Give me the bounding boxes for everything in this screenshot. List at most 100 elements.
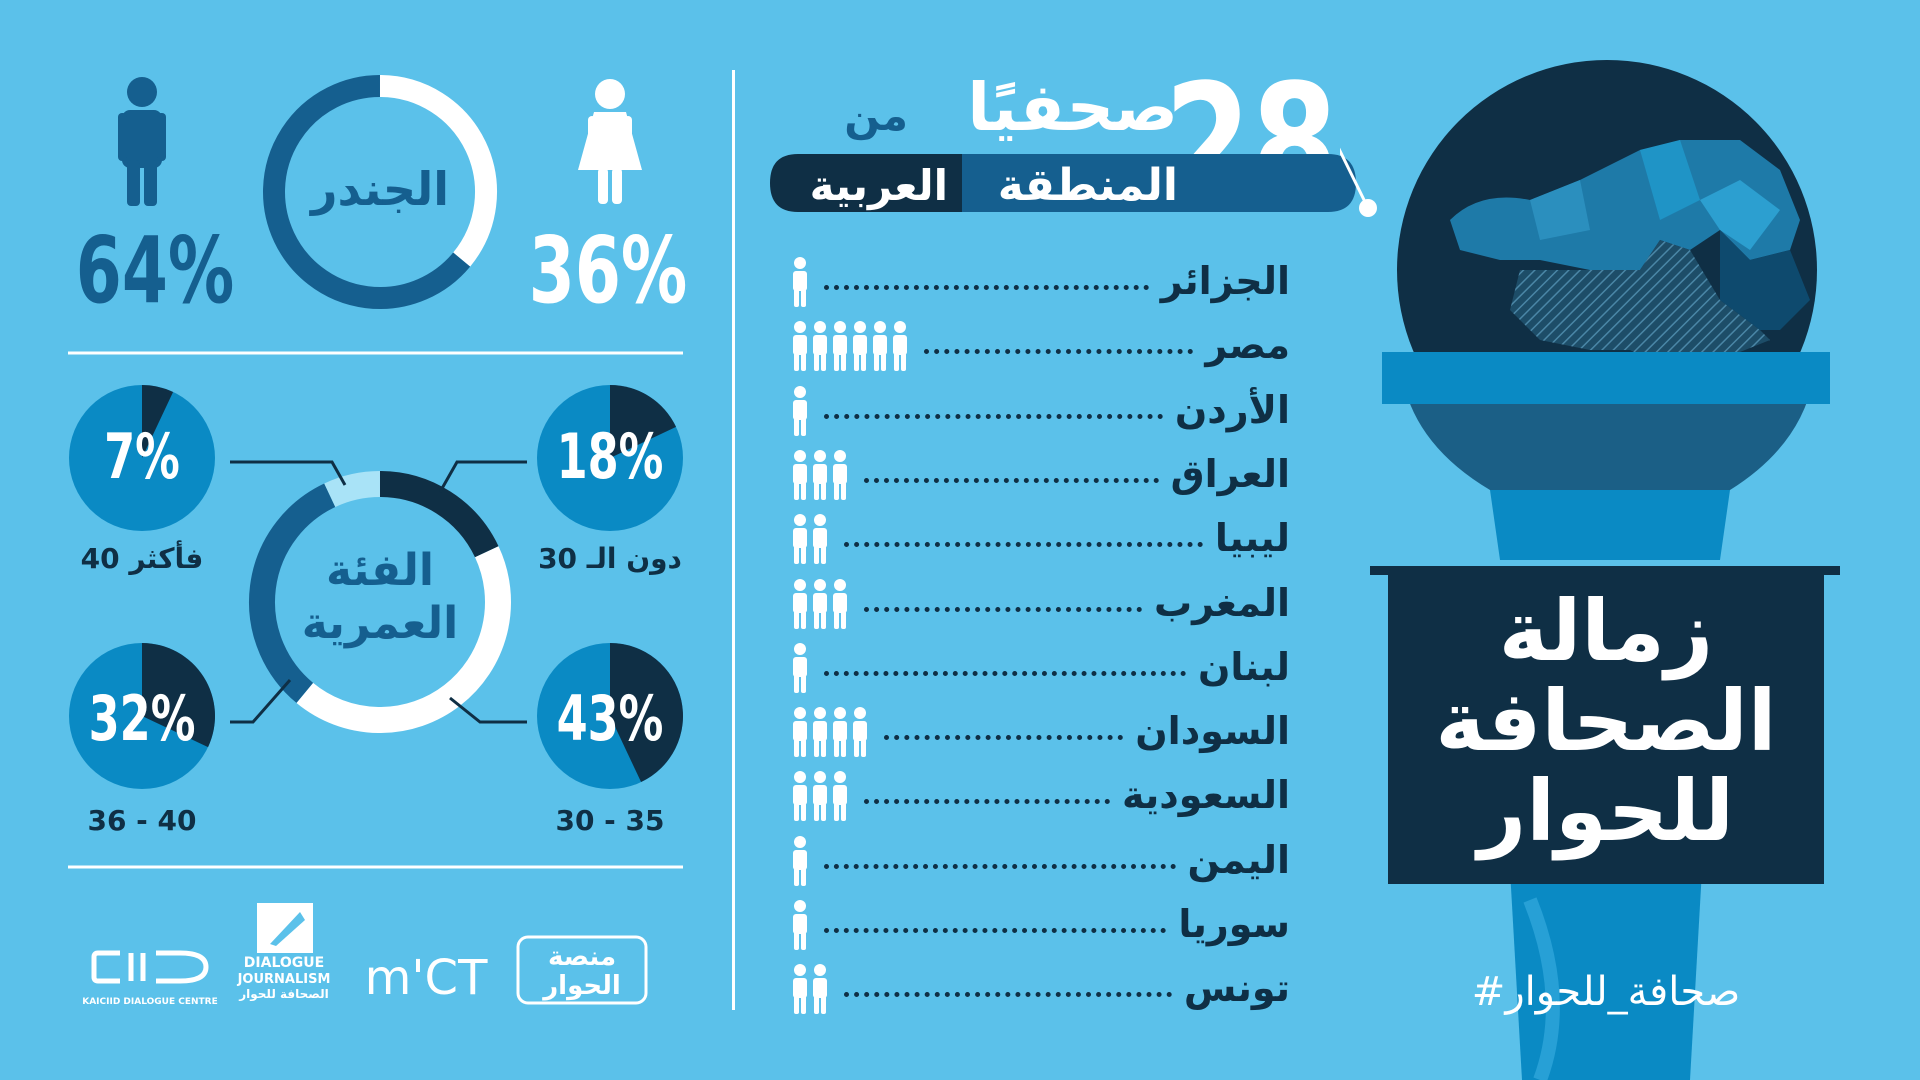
country-name: السعودية [1121,773,1290,818]
pie-under-30 [537,385,683,531]
left-panel: الجندر 64% 36% الفئة العمرية 18% 43% 32%… [68,75,688,1007]
platform-logo: منصة الحوار [516,935,648,1005]
pie-share-slice [142,643,215,748]
pie-40-plus-label: فأكثر 40 [81,540,204,575]
person-icon [893,321,907,372]
pie-share-slice [610,643,684,783]
country-row: الجزائر [790,255,1290,311]
person-icon [793,900,807,950]
person-icon [813,514,827,565]
age-slice-3 [249,483,336,703]
person-icon [813,578,827,629]
pie-under-30-value: 18% [557,421,664,493]
people-count-icons [793,514,827,565]
platform-line2: الحوار [541,971,621,1001]
pie-36-40-label: 36 - 40 [87,804,196,837]
male-percent: 64% [76,217,235,324]
person-icon [833,578,847,629]
dotted-leader [864,477,1159,483]
country-name: اليمن [1187,837,1290,882]
pie-36-40 [69,643,215,789]
dj-line1: DIALOGUE [244,955,324,971]
dotted-leader [924,349,1194,355]
mict-logo: m'CT [365,950,488,1006]
program-title-line3: للحوار [1474,762,1734,861]
people-count-icons [793,642,807,693]
person-icon [793,449,807,500]
people-count-icons [793,835,807,886]
dialogue-journalism-logo: DIALOGUE JOURNALISM الصحافة للحوار [237,903,331,1002]
female-percent: 36% [529,217,688,324]
person-icon [813,771,827,822]
dj-line2: JOURNALISM [237,972,331,987]
country-name: الأردن [1174,387,1290,432]
country-row: السعودية [790,769,1290,825]
headline-word: صحفيًا [967,69,1178,146]
people-count-icons [793,321,907,372]
headline: 28 صحفيًا من المنطقة العربية [770,50,1356,236]
person-icon [793,385,807,436]
pie-36-40-value: 32% [89,683,196,755]
dotted-leader [824,863,1176,869]
age-title-line1: الفئة [326,545,434,596]
country-name: لبنان [1198,644,1290,689]
country-row: ليبيا [790,512,1290,568]
country-name: مصر [1205,323,1290,368]
pie-share-slice [610,385,677,458]
region-pill-left [770,154,962,212]
person-icon [813,449,827,500]
pie-40-plus-value: 7% [104,421,180,493]
mic-band [1382,352,1830,404]
person-icon [793,707,807,758]
male-icon [118,77,166,206]
person-icon [793,578,807,629]
pie-30-35-label: 30 - 35 [555,804,664,837]
dotted-leader [844,542,1203,548]
dotted-leader [824,285,1149,290]
gender-slice-female [379,75,497,267]
country-name: المغرب [1153,580,1290,625]
country-row: العراق [790,448,1290,504]
female-icon [578,79,642,204]
age-slice-1 [379,471,499,558]
microphone-illustration: زمالة الصحافة للحوار #صحافة_للحوار [1340,60,1840,1080]
person-icon [793,771,807,822]
country-name: سوريا [1178,902,1290,946]
gender-donut [263,75,497,309]
people-count-icons [793,257,807,307]
person-icon [793,964,807,1015]
person-icon [833,707,847,758]
age-slice-4 [324,471,381,508]
person-icon [813,707,827,758]
program-title-line2: الصحافة [1435,672,1776,770]
person-icon [793,642,807,693]
person-icon [793,257,807,307]
person-icon [833,449,847,500]
pie-share-slice [142,385,174,458]
program-title-box [1388,566,1824,884]
dj-line3: الصحافة للحوار [238,987,329,1002]
dotted-leader [864,799,1110,805]
dotted-leader [884,735,1124,741]
dotted-leader [824,413,1163,419]
people-count-icons [793,707,867,758]
person-icon [833,771,847,822]
country-name: العراق [1170,451,1290,496]
country-name: ليبيا [1214,516,1290,561]
headline-prefix: من [844,91,908,141]
kaiciid-logo: KAICIID DIALOGUE CENTRE [82,950,218,1007]
person-icon [873,321,887,372]
person-icon [853,321,867,372]
platform-line1: منصة [548,942,616,972]
people-count-icons [793,449,847,500]
gender-title: الجندر [309,162,449,216]
dotted-leader [824,670,1186,676]
people-count-icons [793,900,807,950]
country-row: مصر [790,319,1290,375]
dotted-leader [844,992,1172,998]
country-row: سوريا [790,898,1290,954]
pie-30-35 [537,643,684,789]
headline-region-a: المنطقة [998,160,1178,211]
country-row: المغرب [790,577,1290,633]
